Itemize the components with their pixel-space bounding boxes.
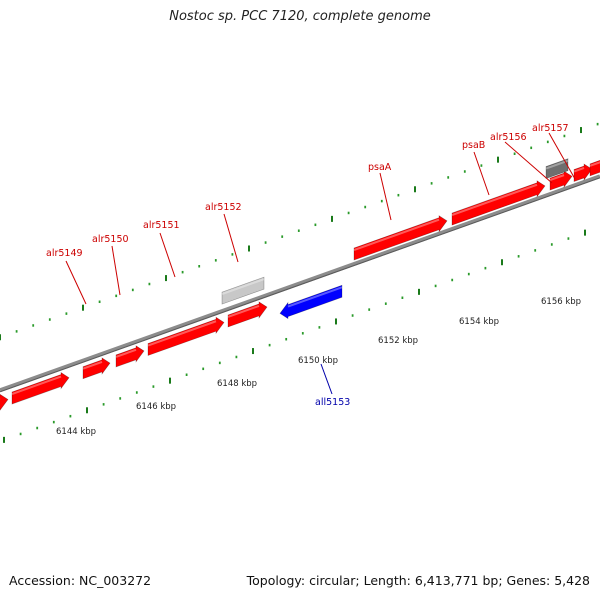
gene-arrow-alr5157 — [573, 163, 593, 182]
gene-label-alr5152: alr5152 — [205, 202, 242, 213]
feature-box-dark-highlight — [545, 159, 569, 170]
gene-label-alr5157: alr5157 — [532, 123, 569, 134]
leader-line-alr5151 — [159, 232, 176, 278]
scale-label: 6154 kbp — [459, 317, 499, 327]
gene-arrow-psaB-highlight — [451, 183, 538, 217]
gene-arrow-partial-right-highlight — [589, 161, 600, 167]
inner-tick-ring — [3, 229, 586, 443]
gene-arrow-alr5150-highlight — [82, 360, 103, 370]
leader-line-alr5149 — [65, 260, 87, 305]
leader-line-psaA — [379, 172, 392, 221]
accession-text: Accession: NC_003272 — [9, 573, 152, 588]
gene-arrow-alr5150 — [82, 357, 111, 380]
gene-arrow-all5153-highlight — [287, 286, 343, 308]
gene-label-all5153: all5153 — [315, 397, 350, 408]
gene-label-alr5151: alr5151 — [143, 220, 180, 231]
gene-arrow-partial-left — [0, 393, 9, 411]
gene-arrow-alr5151-b — [147, 316, 225, 356]
gene-arrow-all5153 — [279, 284, 343, 320]
feature-box-light — [221, 276, 265, 305]
feature-box-dark — [545, 158, 569, 179]
gene-arrow-psaA-highlight — [353, 218, 440, 251]
gene-arrow-alr5157-highlight — [573, 167, 585, 173]
gene-arrow-alr5149-highlight — [11, 375, 62, 395]
gene-arrow-alr5152-highlight — [227, 304, 260, 318]
gene-label-alr5149: alr5149 — [46, 248, 83, 259]
gene-arrow-alr5149 — [11, 371, 70, 405]
gene-arrow-psaA — [353, 215, 448, 261]
gene-arrow-partial-right — [589, 159, 600, 177]
scale-label: 6152 kbp — [378, 336, 418, 346]
outer-tick-ring — [0, 122, 599, 341]
gene-label-alr5150: alr5150 — [92, 234, 129, 245]
gene-label-psaA: psaA — [368, 162, 392, 173]
scale-labels: 6144 kbp 6146 kbp 6148 kbp 6150 kbp 6152 kbp… — [56, 297, 581, 437]
gene-arrow-alr5152 — [227, 301, 268, 328]
gene-labels: alr5149 alr5150 alr5151 alr5152 psaA psaB alr5… — [46, 123, 576, 408]
feature-box-light-highlight — [221, 278, 265, 296]
scale-label: 6156 kbp — [541, 297, 581, 307]
scale-label: 6150 kbp — [298, 356, 338, 366]
scale-label: 6146 kbp — [136, 402, 176, 412]
gene-arrow-psaB — [451, 180, 546, 226]
genome-summary-text: Topology: circular; Length: 6,413,771 bp… — [246, 573, 590, 588]
gene-arrow-alr5156 — [549, 170, 573, 191]
scale-label: 6148 kbp — [217, 379, 257, 389]
leader-line-alr5156 — [504, 141, 553, 184]
gene-track — [0, 158, 600, 411]
gene-arrow-alr5151-b-highlight — [147, 320, 217, 347]
backbone-line — [0, 174, 600, 393]
gene-arrow-alr5156-highlight — [549, 174, 565, 182]
backbone-shadow — [0, 177, 600, 393]
genome-backbone — [0, 174, 600, 393]
leader-line-psaB — [473, 151, 490, 196]
leader-line-alr5152 — [223, 213, 239, 263]
gene-arrow-alr5151-a-highlight — [115, 348, 137, 358]
map-title: Nostoc sp. PCC 7120, complete genome — [169, 9, 431, 24]
gene-label-psaB: psaB — [462, 140, 485, 151]
leader-line-all5153 — [320, 363, 333, 395]
leader-line-alr5150 — [111, 245, 121, 296]
gene-label-alr5156: alr5156 — [490, 132, 527, 143]
leader-line-alr5157 — [548, 132, 576, 180]
gene-arrow-alr5151-a — [115, 345, 145, 368]
scale-label: 6144 kbp — [56, 427, 96, 437]
